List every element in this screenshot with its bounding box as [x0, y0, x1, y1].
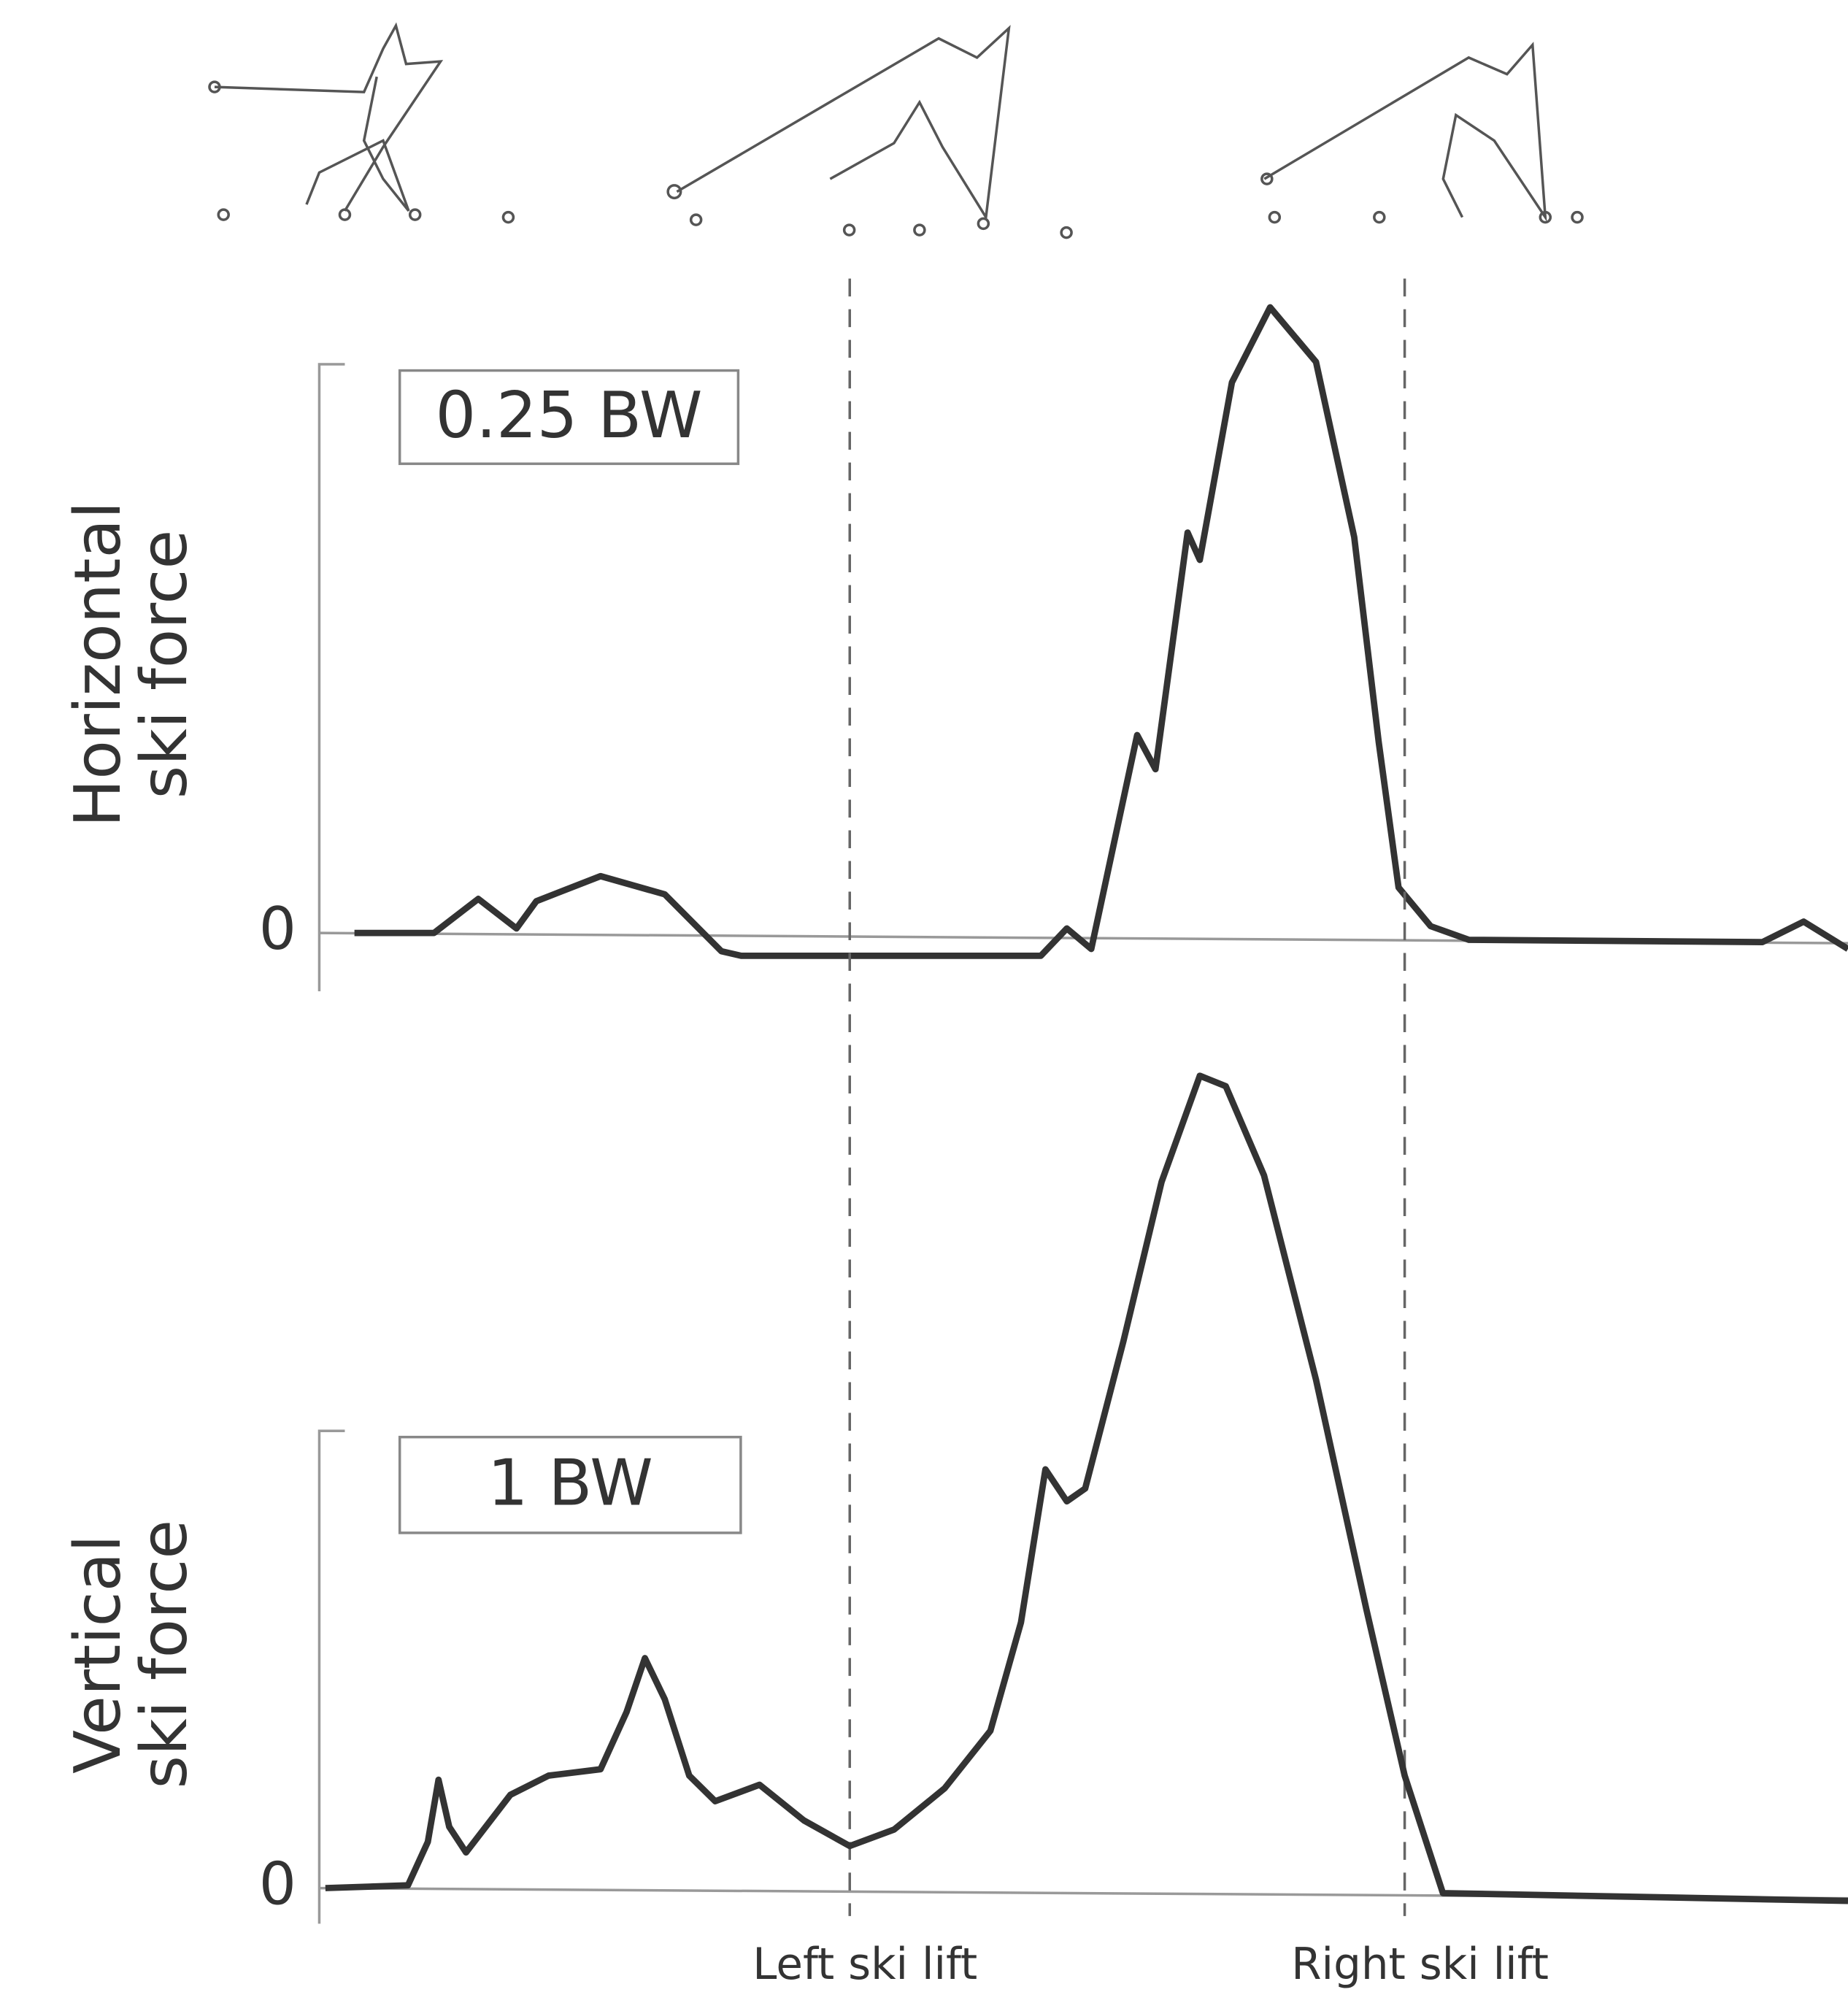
stick-figure — [410, 209, 420, 220]
page: {"chart_data": [ {"type": "line", "ylabe… — [0, 0, 1848, 2003]
stick-figure — [915, 225, 925, 235]
stick-figures — [209, 26, 1582, 237]
scale-bar — [319, 364, 344, 991]
scale-label: 0.25 BW — [436, 378, 703, 453]
stick-figure — [978, 218, 988, 228]
stick-figure — [691, 215, 701, 225]
stick-figure — [1269, 212, 1279, 223]
stick-figure — [844, 225, 855, 235]
y-tick-label: 0 — [259, 894, 296, 963]
stick-figure — [1264, 45, 1545, 217]
stick-figure — [339, 209, 350, 220]
stick-figure — [1061, 228, 1071, 238]
event-label: Left ski lift — [752, 1939, 977, 1990]
stick-figure — [1262, 174, 1272, 184]
y-axis-label: ski force — [127, 1520, 201, 1789]
stick-figure — [677, 28, 1009, 218]
stick-figure — [1572, 212, 1582, 223]
stick-figure — [218, 209, 228, 220]
y-axis-label: Horizontal — [61, 501, 135, 828]
y-tick-label: 0 — [259, 1850, 296, 1918]
chart: 00.25 BWHorizontalski force01 BWVertical… — [0, 0, 1848, 2003]
stick-figure — [503, 212, 513, 223]
y-axis-label: ski force — [127, 530, 201, 799]
y-axis-label: Vertical — [61, 1534, 135, 1773]
stick-figure — [1374, 212, 1385, 223]
scale-bar — [319, 1431, 344, 1923]
stick-figure — [215, 26, 441, 211]
event-label: Right ski lift — [1291, 1939, 1549, 1990]
scale-label: 1 BW — [488, 1446, 653, 1520]
